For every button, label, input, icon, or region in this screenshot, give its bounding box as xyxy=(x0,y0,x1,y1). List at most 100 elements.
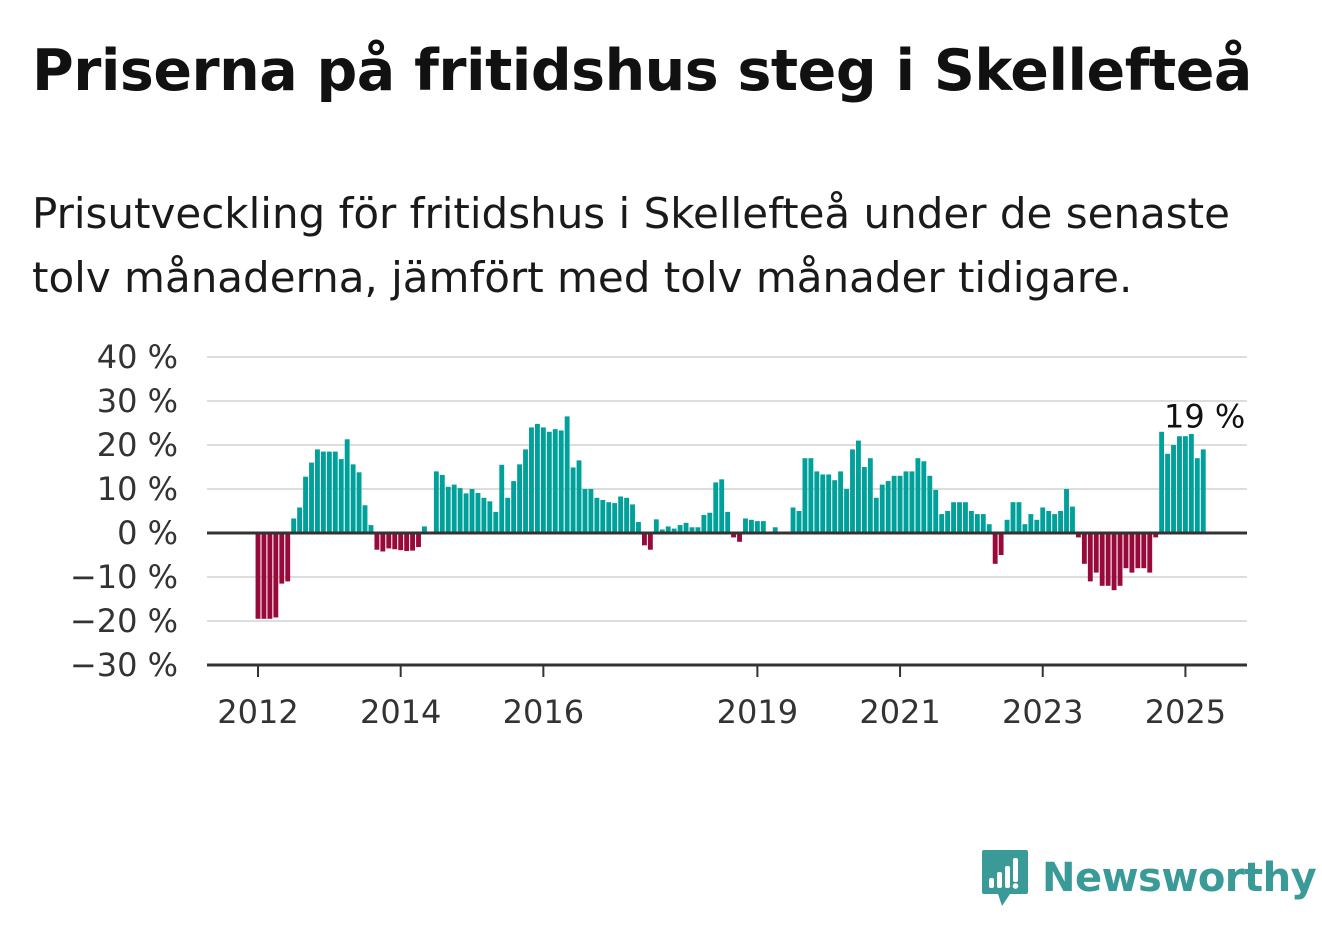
bar xyxy=(1165,453,1171,533)
bar xyxy=(903,471,909,533)
bar xyxy=(576,460,582,533)
bar xyxy=(683,522,689,533)
bar xyxy=(1159,431,1165,533)
bar xyxy=(725,511,731,533)
bar xyxy=(1010,502,1016,533)
bar xyxy=(255,533,261,619)
x-tick-label: 2023 xyxy=(1002,693,1083,731)
bar xyxy=(320,451,326,533)
bars xyxy=(255,416,1206,619)
bar xyxy=(344,439,350,533)
bar xyxy=(303,476,308,533)
bar xyxy=(992,533,998,564)
bar xyxy=(1087,533,1093,582)
bar xyxy=(422,526,427,533)
bar xyxy=(564,416,570,533)
bar xyxy=(1182,436,1188,533)
bar xyxy=(796,511,802,533)
bar xyxy=(1034,519,1040,533)
bar xyxy=(368,525,374,533)
bar xyxy=(826,474,832,533)
bar xyxy=(939,514,945,533)
bar xyxy=(873,497,879,533)
bar xyxy=(350,464,356,533)
bar xyxy=(499,464,505,533)
bar xyxy=(1070,506,1075,533)
bar xyxy=(861,467,867,533)
y-tick-label: 40 % xyxy=(97,338,178,376)
bar xyxy=(677,525,683,533)
bar xyxy=(754,521,760,533)
bar xyxy=(392,533,398,550)
bar xyxy=(273,533,279,618)
x-tick-label: 2021 xyxy=(859,693,940,731)
bar xyxy=(517,464,523,533)
bar xyxy=(957,502,962,533)
bar xyxy=(980,514,986,533)
bar xyxy=(636,522,641,533)
bar xyxy=(374,533,380,550)
bar-chart: 40 %30 %20 %10 %0 %−10 %−20 %−30 % 2012 2… xyxy=(70,338,1247,731)
y-tick-label: 30 % xyxy=(97,382,178,420)
bar xyxy=(731,533,737,538)
bar xyxy=(1117,533,1123,586)
bar xyxy=(433,471,439,533)
y-tick-label: −20 % xyxy=(70,602,178,640)
brand-name: Newsworthy xyxy=(1042,855,1317,901)
bar xyxy=(404,533,410,552)
bar xyxy=(540,427,546,533)
bar xyxy=(1052,514,1058,533)
bar xyxy=(451,484,457,533)
bar xyxy=(707,512,713,533)
y-tick-label: −30 % xyxy=(70,646,178,684)
y-tick-label: −10 % xyxy=(70,558,178,596)
bar xyxy=(879,484,885,533)
bar xyxy=(297,507,303,533)
bar xyxy=(832,480,838,533)
bar xyxy=(291,518,297,533)
bar xyxy=(968,511,974,533)
bar xyxy=(909,471,915,533)
bar xyxy=(927,475,933,533)
bar xyxy=(1075,533,1081,538)
bar xyxy=(1135,533,1141,569)
bar xyxy=(326,451,332,533)
bar xyxy=(600,500,606,533)
bar xyxy=(618,496,624,533)
bar xyxy=(689,527,695,533)
bar xyxy=(1111,533,1117,591)
bar xyxy=(309,462,314,533)
bar xyxy=(439,474,445,533)
bar xyxy=(671,528,677,533)
bar xyxy=(505,497,511,533)
bar xyxy=(285,533,291,582)
bar xyxy=(695,527,701,533)
bar xyxy=(665,526,671,533)
bar xyxy=(463,493,469,533)
bar xyxy=(915,458,921,533)
bar xyxy=(469,489,475,533)
bar xyxy=(1171,445,1176,533)
bar xyxy=(624,497,630,533)
bar xyxy=(493,511,499,533)
bar xyxy=(445,486,451,533)
bar xyxy=(481,497,487,533)
bar xyxy=(921,461,927,533)
bar xyxy=(844,489,849,533)
bar xyxy=(1016,502,1022,533)
chart-title: Priserna på fritidshus steg i Skellefteå xyxy=(32,38,1252,104)
bar xyxy=(1081,533,1087,564)
bar xyxy=(945,511,951,533)
bar xyxy=(838,471,844,533)
grid-lines xyxy=(207,356,1247,622)
bar xyxy=(1123,533,1129,569)
bar xyxy=(1194,458,1200,533)
bar xyxy=(641,533,647,546)
bar xyxy=(558,430,564,533)
bar xyxy=(475,492,481,533)
bar xyxy=(1153,533,1159,538)
bar xyxy=(362,505,368,533)
bar xyxy=(897,475,903,533)
bar xyxy=(653,519,659,533)
bar xyxy=(546,431,552,533)
